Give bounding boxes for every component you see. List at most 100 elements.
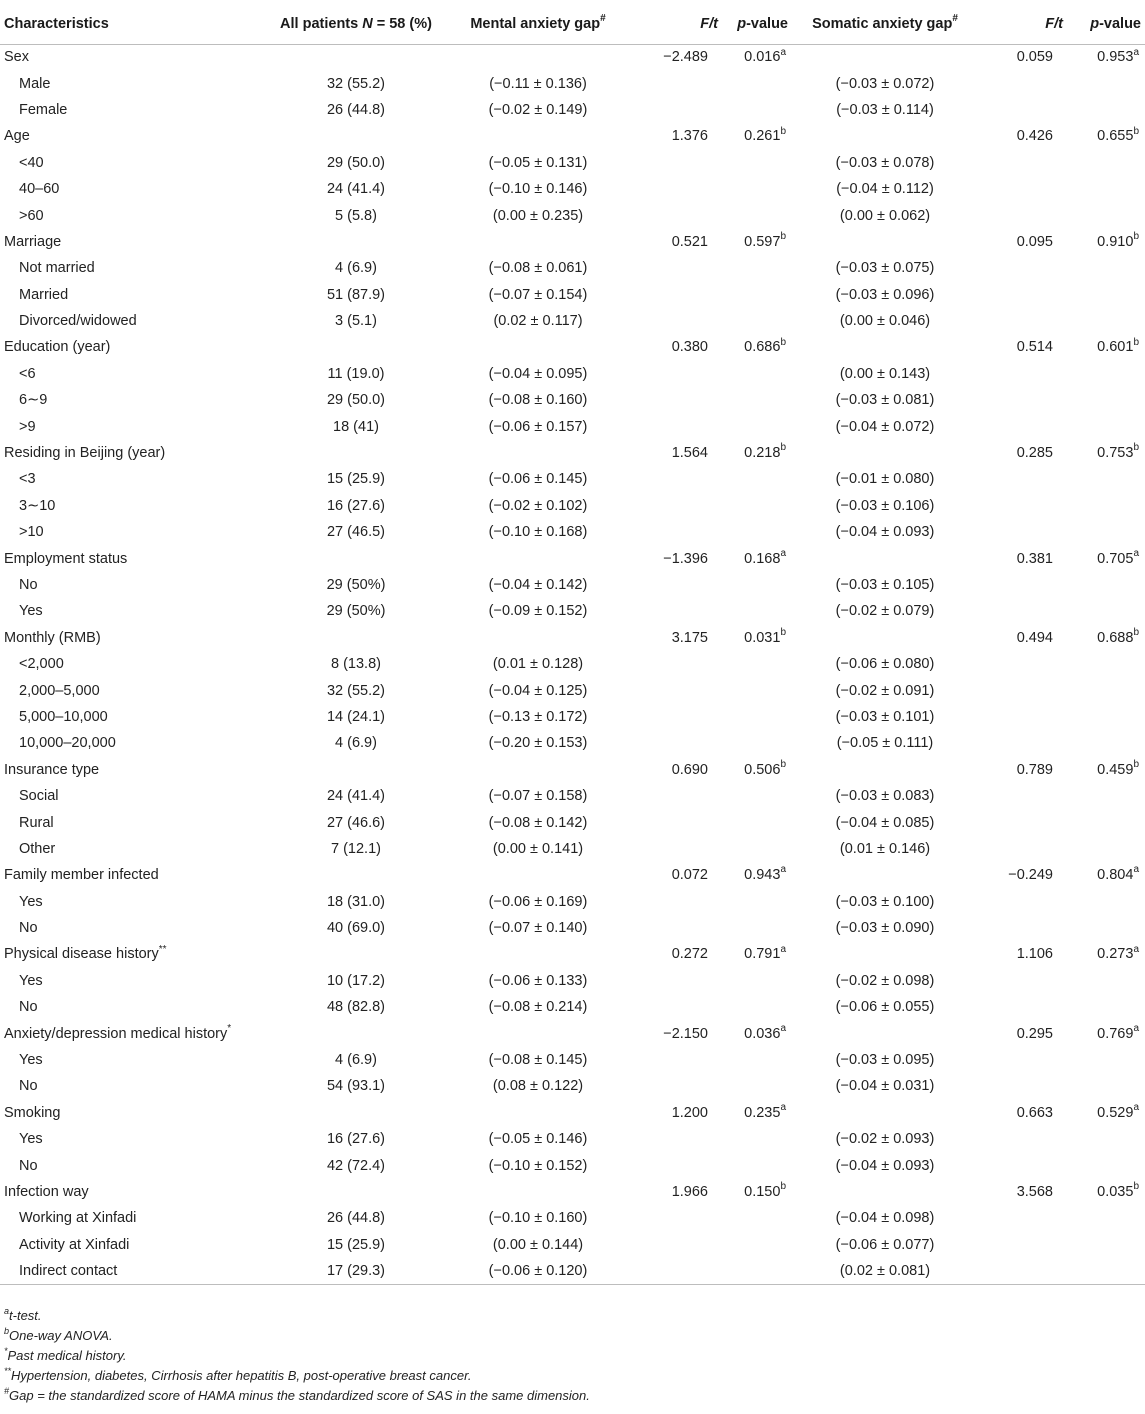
somatic-gap-cell bbox=[792, 941, 978, 967]
p-value-mental-cell bbox=[722, 466, 792, 492]
f-t-mental-cell: 0.380 bbox=[671, 339, 708, 356]
f-t-mental-cell bbox=[622, 282, 722, 308]
table-row: >9 18 (41) (−0.06 ± 0.157) (−0.04 ± 0.072) bbox=[0, 413, 1145, 439]
f-t-somatic-cell bbox=[978, 704, 1067, 730]
patients-count-cell: 32 (55.2) bbox=[326, 75, 386, 92]
p-value-mental-cell bbox=[722, 1126, 792, 1152]
table-row: 40–60 24 (41.4) (−0.10 ± 0.146) (−0.04 ± 0.… bbox=[0, 176, 1145, 202]
subgroup-label: Married bbox=[19, 286, 69, 303]
characteristic-label: Age bbox=[4, 128, 30, 145]
mental-gap-cell: (−0.02 ± 0.149) bbox=[488, 101, 588, 118]
f-t-mental-cell bbox=[622, 968, 722, 994]
f-t-somatic-cell bbox=[978, 282, 1067, 308]
patients-count-cell bbox=[258, 625, 454, 651]
subgroup-label: No bbox=[19, 920, 38, 937]
somatic-gap-cell: (−0.06 ± 0.055) bbox=[835, 999, 935, 1016]
subgroup-label: 40–60 bbox=[19, 181, 60, 198]
characteristic-label: Monthly (RMB) bbox=[4, 629, 101, 646]
p-value-mental-cell bbox=[722, 361, 792, 387]
table-row: Yes 4 (6.9) (−0.08 ± 0.145) (−0.03 ± 0.095) bbox=[0, 1047, 1145, 1073]
patients-count-cell: 26 (44.8) bbox=[326, 101, 386, 118]
table-row: >60 5 (5.8) (0.00 ± 0.235) (0.00 ± 0.062) bbox=[0, 202, 1145, 228]
patients-count-cell: 48 (82.8) bbox=[326, 999, 386, 1016]
f-t-mental-cell: 0.521 bbox=[671, 233, 708, 250]
f-t-somatic-cell bbox=[978, 1232, 1067, 1258]
f-t-somatic-cell bbox=[978, 1257, 1067, 1285]
mental-gap-cell bbox=[454, 440, 622, 466]
mental-gap-cell bbox=[454, 229, 622, 255]
subgroup-label: Social bbox=[19, 788, 59, 805]
patients-count-cell: 5 (5.8) bbox=[335, 207, 377, 224]
table-body: Sex −2.489 0.016a 0.059 0.953a Male 32 (55.2) (… bbox=[0, 44, 1145, 1285]
f-t-somatic-cell bbox=[978, 836, 1067, 862]
f-t-somatic-cell: 1.106 bbox=[1016, 946, 1053, 963]
somatic-gap-cell: (0.00 ± 0.062) bbox=[839, 207, 931, 224]
f-t-mental-cell bbox=[622, 704, 722, 730]
patients-count-cell: 29 (50%) bbox=[326, 603, 386, 620]
table-row: <6 11 (19.0) (−0.04 ± 0.095) (0.00 ± 0.143) bbox=[0, 361, 1145, 387]
f-t-mental-cell bbox=[622, 915, 722, 941]
subgroup-label: Divorced/widowed bbox=[19, 313, 137, 330]
patients-count-cell: 27 (46.5) bbox=[326, 524, 386, 541]
f-t-somatic-cell bbox=[978, 387, 1067, 413]
f-t-somatic-cell bbox=[978, 1073, 1067, 1099]
p-value-mental-cell: 0.791a bbox=[744, 943, 786, 963]
p-value-mental-cell bbox=[722, 915, 792, 941]
subgroup-label: Not married bbox=[19, 260, 95, 277]
table-row: No 42 (72.4) (−0.10 ± 0.152) (−0.04 ± 0.093… bbox=[0, 1152, 1145, 1178]
somatic-gap-cell: (−0.02 ± 0.091) bbox=[835, 682, 935, 699]
f-t-mental-cell bbox=[622, 387, 722, 413]
p-value-mental-cell: 0.943a bbox=[744, 864, 786, 884]
characteristic-label: Anxiety/depression medical history* bbox=[4, 1022, 232, 1042]
patients-count-cell: 4 (6.9) bbox=[335, 735, 377, 752]
p-value-somatic-cell bbox=[1067, 730, 1145, 756]
f-t-mental-cell: 3.175 bbox=[671, 629, 708, 646]
subgroup-label: Yes bbox=[19, 893, 43, 910]
mental-gap-cell: (−0.08 ± 0.145) bbox=[488, 1052, 588, 1069]
f-t-mental-cell bbox=[622, 677, 722, 703]
somatic-gap-cell bbox=[792, 862, 978, 888]
table-row: Physical disease history** 0.272 0.791a 1.1… bbox=[0, 941, 1145, 967]
table-row: Anxiety/depression medical history* −2.15… bbox=[0, 1020, 1145, 1046]
mental-gap-cell: (−0.20 ± 0.153) bbox=[488, 735, 588, 752]
f-t-mental-cell: 0.272 bbox=[671, 946, 708, 963]
f-t-mental-cell: 1.200 bbox=[671, 1104, 708, 1121]
p-value-somatic-cell bbox=[1067, 493, 1145, 519]
f-t-somatic-cell: 0.381 bbox=[1016, 550, 1053, 567]
somatic-gap-cell: (−0.02 ± 0.098) bbox=[835, 972, 935, 989]
subgroup-label: Yes bbox=[19, 972, 43, 989]
table-row: Rural 27 (46.6) (−0.08 ± 0.142) (−0.04 ± 0.… bbox=[0, 809, 1145, 835]
mental-gap-cell: (−0.10 ± 0.168) bbox=[488, 524, 588, 541]
patients-count-cell bbox=[258, 229, 454, 255]
table-row: 2,000–5,000 32 (55.2) (−0.04 ± 0.125) (−0.0… bbox=[0, 677, 1145, 703]
p-value-somatic-cell: 0.035b bbox=[1097, 1181, 1139, 1200]
mental-gap-cell: (−0.07 ± 0.158) bbox=[488, 788, 588, 805]
somatic-gap-cell: (−0.03 ± 0.083) bbox=[835, 788, 935, 805]
mental-gap-cell bbox=[454, 334, 622, 360]
somatic-gap-cell: (−0.04 ± 0.085) bbox=[835, 814, 935, 831]
p-value-somatic-cell bbox=[1067, 677, 1145, 703]
f-t-somatic-cell bbox=[978, 968, 1067, 994]
p-value-somatic-cell bbox=[1067, 387, 1145, 413]
f-t-mental-cell: 1.564 bbox=[671, 445, 708, 462]
patients-count-cell: 29 (50%) bbox=[326, 577, 386, 593]
somatic-gap-cell: (−0.03 ± 0.075) bbox=[835, 260, 935, 277]
p-value-mental-cell bbox=[722, 308, 792, 334]
p-value-mental-cell bbox=[722, 783, 792, 809]
table-row: Marriage 0.521 0.597b 0.095 0.910b bbox=[0, 229, 1145, 255]
p-value-mental-cell bbox=[722, 282, 792, 308]
somatic-gap-cell bbox=[792, 1100, 978, 1126]
f-t-somatic-cell bbox=[978, 1047, 1067, 1073]
p-value-mental-cell: 0.036a bbox=[744, 1022, 786, 1042]
patients-count-cell: 54 (93.1) bbox=[326, 1078, 386, 1095]
table-row: 3∼10 16 (27.6) (−0.02 ± 0.102) (−0.03 ± 0.1… bbox=[0, 493, 1145, 519]
p-value-mental-cell: 0.150b bbox=[744, 1181, 786, 1200]
p-value-somatic-cell bbox=[1067, 1232, 1145, 1258]
somatic-gap-cell bbox=[792, 545, 978, 571]
f-t-mental-cell bbox=[622, 1152, 722, 1178]
patients-count-cell: 15 (25.9) bbox=[326, 1236, 386, 1253]
p-value-mental-cell: 0.261b bbox=[744, 125, 786, 145]
table-row: <2,000 8 (13.8) (0.01 ± 0.128) (−0.06 ± 0.0… bbox=[0, 651, 1145, 677]
f-t-mental-cell bbox=[622, 466, 722, 492]
subgroup-label: >10 bbox=[19, 524, 44, 541]
